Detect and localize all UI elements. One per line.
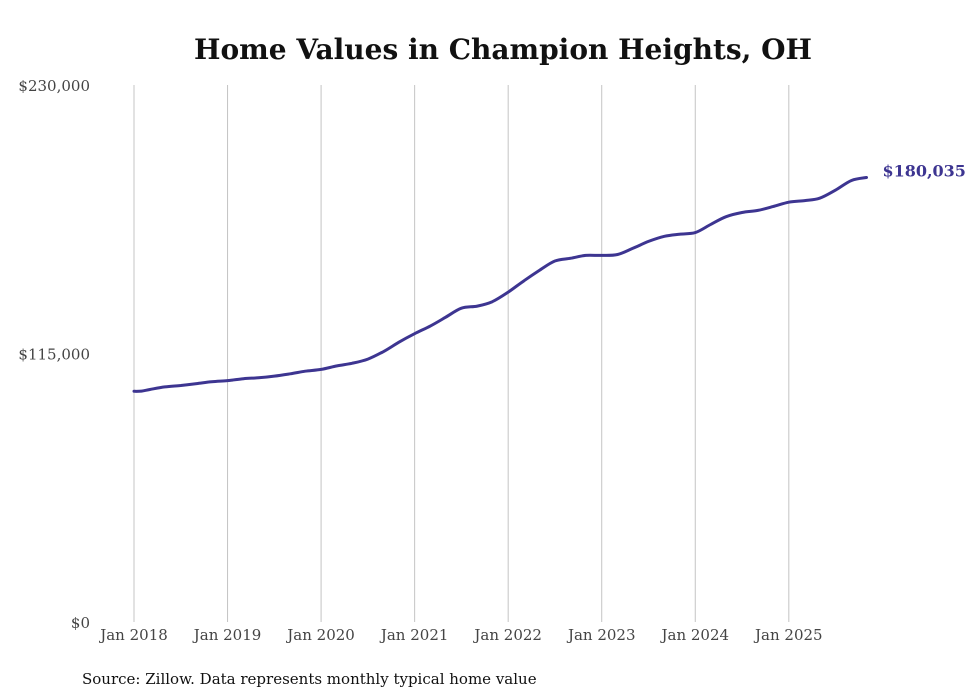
- x-tick-label: Jan 2021: [379, 626, 449, 644]
- series-line-0: [132, 176, 868, 393]
- x-tick-label: Jan 2024: [659, 626, 729, 644]
- x-tick-label: Jan 2025: [753, 626, 823, 644]
- x-tick-label: Jan 2020: [285, 626, 355, 644]
- x-axis-ticks: Jan 2018 Jan 2019 Jan 2020 Jan 2021 Jan 2022…: [98, 626, 822, 644]
- source-note: Source: Zillow. Data represents monthly …: [82, 670, 537, 688]
- y-axis-ticks: $0 $115,000 $230,000: [18, 77, 90, 632]
- y-tick-label: $0: [71, 614, 90, 632]
- x-tick-label: Jan 2018: [98, 626, 168, 644]
- series-layer: [132, 176, 868, 393]
- last-value-label: $180,035: [882, 161, 966, 180]
- y-tick-label: $115,000: [18, 346, 90, 364]
- x-tick-label: Jan 2022: [472, 626, 542, 644]
- x-tick-label: Jan 2023: [566, 626, 636, 644]
- chart-title: Home Values in Champion Heights, OH: [194, 33, 812, 66]
- gridlines: [133, 85, 790, 622]
- x-tick-label: Jan 2019: [192, 626, 262, 644]
- y-tick-label: $230,000: [18, 77, 90, 95]
